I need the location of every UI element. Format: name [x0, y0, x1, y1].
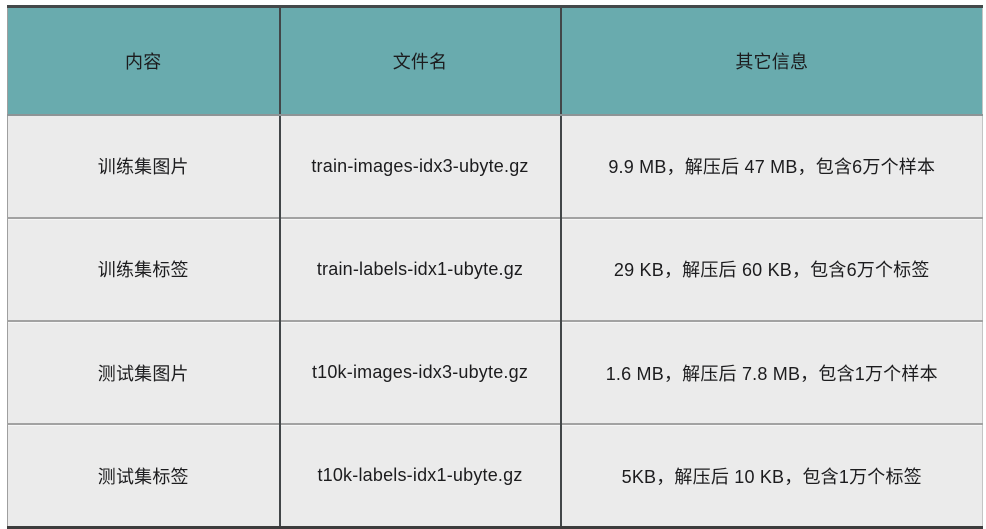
cell-info: 1.6 MB，解压后 7.8 MB，包含1万个样本 — [559, 319, 983, 425]
cell-filename: train-labels-idx1-ubyte.gz — [278, 216, 561, 321]
table-row: 训练集图片 train-images-idx3-ubyte.gz 9.9 MB，… — [7, 114, 983, 218]
column-header-filename: 文件名 — [278, 6, 561, 116]
cell-filename: t10k-labels-idx1-ubyte.gz — [278, 423, 561, 528]
cell-info: 9.9 MB，解压后 47 MB，包含6万个样本 — [559, 114, 983, 218]
table-header-row: 内容 文件名 其它信息 — [7, 6, 983, 116]
table-row: 测试集图片 t10k-images-idx3-ubyte.gz 1.6 MB，解… — [7, 319, 983, 425]
cell-info: 5KB，解压后 10 KB，包含1万个标签 — [559, 423, 983, 528]
cell-content: 测试集图片 — [7, 319, 280, 425]
dataset-files-table: 内容 文件名 其它信息 训练集图片 train-images-idx3-ubyt… — [7, 5, 983, 529]
column-header-info: 其它信息 — [559, 6, 983, 116]
cell-info: 29 KB，解压后 60 KB，包含6万个标签 — [559, 216, 983, 321]
cell-content: 训练集图片 — [7, 114, 280, 218]
table-row: 训练集标签 train-labels-idx1-ubyte.gz 29 KB，解… — [7, 216, 983, 321]
cell-filename: train-images-idx3-ubyte.gz — [278, 114, 561, 218]
table-row: 测试集标签 t10k-labels-idx1-ubyte.gz 5KB，解压后 … — [7, 423, 983, 528]
cell-filename: t10k-images-idx3-ubyte.gz — [278, 319, 561, 425]
column-header-content: 内容 — [7, 6, 280, 116]
dataset-files-table-container: 内容 文件名 其它信息 训练集图片 train-images-idx3-ubyt… — [7, 5, 983, 529]
cell-content: 测试集标签 — [7, 423, 280, 528]
cell-content: 训练集标签 — [7, 216, 280, 321]
